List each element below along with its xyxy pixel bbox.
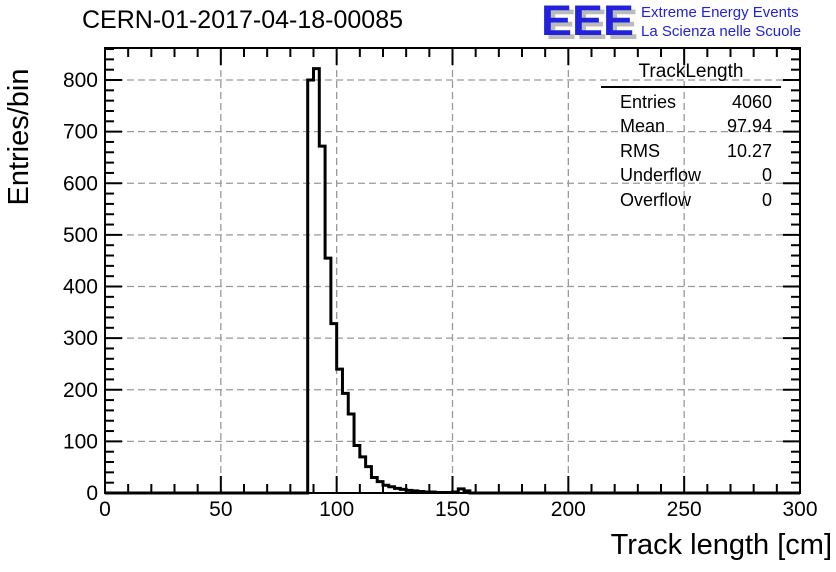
x-axis-title: Track length [cm] xyxy=(610,529,832,561)
x-tick-label: 0 xyxy=(99,498,111,521)
eee-logo-text: Extreme Energy Events La Scienza nelle S… xyxy=(641,0,801,41)
stats-row-label: Underflow xyxy=(620,165,702,186)
plot-title: CERN-01-2017-04-18-00085 xyxy=(82,6,404,34)
x-tick-label: 200 xyxy=(551,498,586,521)
y-tick-label: 0 xyxy=(86,482,98,505)
axis-ticks xyxy=(104,48,801,494)
eee-logo-letters: EEE xyxy=(541,0,634,45)
stats-row-value: 0 xyxy=(761,165,772,186)
stats-row-value: 10.27 xyxy=(726,140,772,161)
stats-row: RMS 10.27 xyxy=(601,139,781,163)
stats-row: Underflow 0 xyxy=(601,163,781,187)
y-tick-label: 800 xyxy=(63,69,98,92)
stats-row: Overflow 0 xyxy=(601,188,781,212)
x-tick-label: 300 xyxy=(782,498,817,521)
eee-logo-line2: La Scienza nelle Scuole xyxy=(641,23,802,40)
x-tick-label: 50 xyxy=(209,498,232,521)
stats-row-value: 97.94 xyxy=(726,116,772,137)
stats-box: TrackLength Entries 4060 Mean 97.94 RMS 10.27… xyxy=(601,61,781,212)
eee-logo: EEE Extreme Energy Events La Scienza nel… xyxy=(541,0,801,45)
histogram-line xyxy=(105,67,800,495)
gridlines xyxy=(105,48,800,493)
x-tick-label: 100 xyxy=(319,498,354,521)
stats-row-label: Entries xyxy=(620,92,677,112)
y-tick-label: 700 xyxy=(63,121,98,144)
y-tick-label: 100 xyxy=(63,430,98,453)
x-tick-label: 150 xyxy=(435,498,470,521)
y-tick-label: 500 xyxy=(63,224,98,247)
y-tick-label: 200 xyxy=(63,379,98,402)
stats-row-label: Overflow xyxy=(620,189,692,210)
y-axis-title: Entries/bin xyxy=(3,68,35,206)
stats-row: Mean 97.94 xyxy=(601,114,781,138)
stats-box-title: TrackLength xyxy=(601,61,781,88)
stats-row-label: RMS xyxy=(620,140,660,161)
stats-box-rows: Entries 4060 Mean 97.94 RMS 10.27 Underflow 0 Ov… xyxy=(601,88,781,212)
stats-row-value: 0 xyxy=(761,189,772,210)
y-tick-label: 600 xyxy=(63,172,98,195)
stats-row-label: Mean xyxy=(620,116,666,137)
y-tick-label: 300 xyxy=(63,327,98,350)
stats-row: Entries 4060 xyxy=(601,90,781,114)
x-tick-label: 250 xyxy=(667,498,702,521)
eee-logo-line1: Extreme Energy Events xyxy=(641,4,799,21)
y-tick-label: 400 xyxy=(63,276,98,299)
stats-row-value: 4060 xyxy=(731,92,772,112)
axis-tick-labels: 0 50 100 150 200 250 300 0 100 200 300 400 500 600 700… xyxy=(63,69,818,521)
